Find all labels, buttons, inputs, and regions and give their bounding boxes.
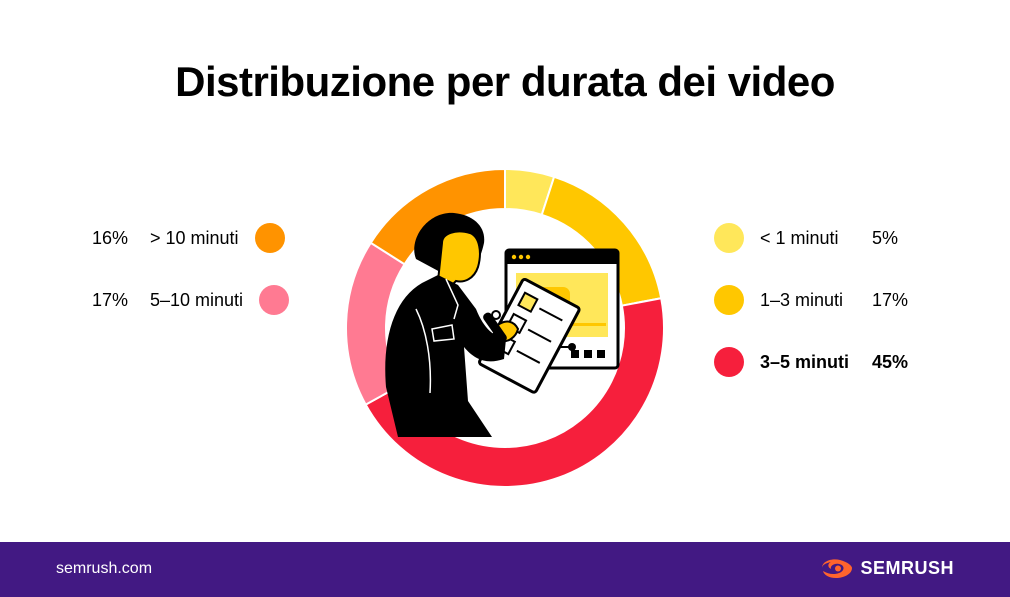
legend-label: > 10 minuti [150,227,239,248]
legend-label: 5–10 minuti [150,289,244,310]
legend-pct: 17% [872,289,909,310]
legend-pct: 5% [872,227,899,248]
legend-pct: 45% [872,351,909,372]
legend-item-over-10: 16% > 10 minuti [92,222,285,254]
semrush-flame-icon [822,559,853,578]
brand-logo: SEMRUSH [820,557,954,579]
legend-swatch [714,285,744,315]
legend-swatch [259,285,290,315]
legend-item-1-3: 1–3 minuti 17% [714,284,908,316]
legend-label: 3–5 minuti [760,351,850,372]
legend-pct: 16% [92,227,129,248]
legend-item-3-5: 3–5 minuti 45% [714,346,908,378]
legend-swatch [714,347,744,377]
chart-title: Distribuzione per durata dei video [175,58,835,105]
person-illustration [385,212,520,437]
footer-bar: semrush.com SEMRUSH [0,542,1010,597]
legend-swatch [714,223,744,253]
legend-label: 1–3 minuti [760,289,844,310]
legend-item-5-10: 17% 5–10 minuti [92,284,290,316]
donut-slice-2 [364,297,664,487]
site-link[interactable]: semrush.com [56,560,153,577]
legend-swatch [254,223,285,253]
illustration [385,212,620,437]
brand-name: SEMRUSH [860,557,954,578]
legend-pct: 17% [92,289,129,310]
donut-chart [346,169,664,487]
legend-item-under-1: < 1 minuti 5% [714,222,898,254]
legend-label: < 1 minuti [760,227,839,248]
